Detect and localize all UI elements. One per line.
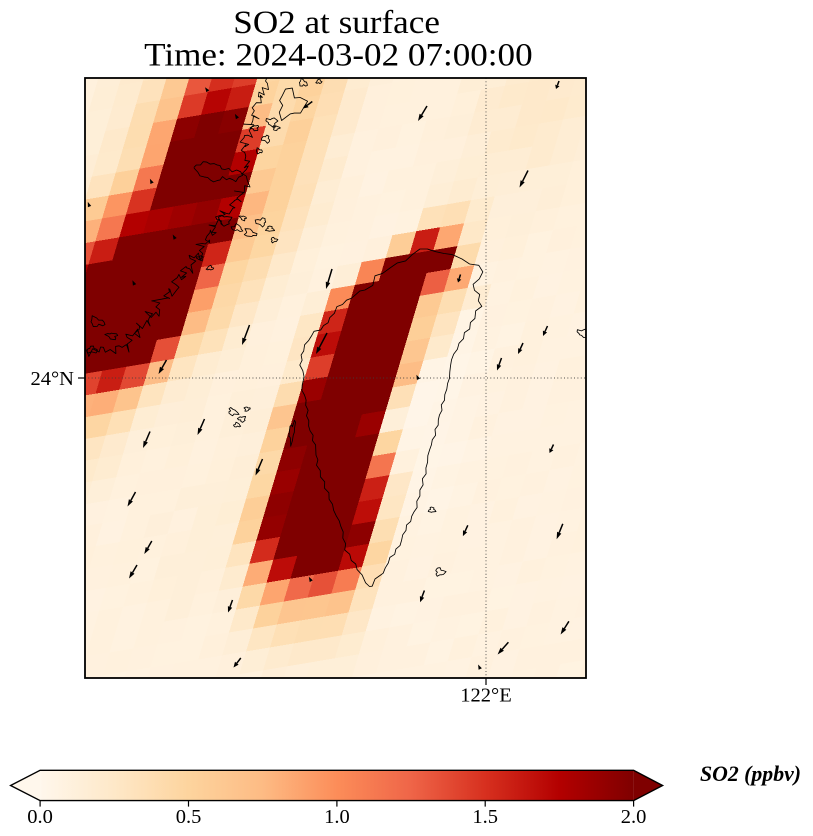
svg-text:2.0: 2.0: [621, 806, 647, 828]
svg-text:0.5: 0.5: [176, 806, 202, 828]
svg-text:0.0: 0.0: [27, 806, 53, 828]
svg-text:SO2 (ppbv): SO2 (ppbv): [700, 761, 801, 786]
svg-text:24°N: 24°N: [30, 368, 74, 390]
svg-text:1.5: 1.5: [472, 806, 498, 828]
svg-text:1.0: 1.0: [324, 806, 350, 828]
svg-text:Time: 2024-03-02 07:00:00: Time: 2024-03-02 07:00:00: [144, 38, 533, 74]
svg-text:122°E: 122°E: [460, 685, 511, 707]
svg-text:SO2 at surface: SO2 at surface: [233, 5, 440, 41]
